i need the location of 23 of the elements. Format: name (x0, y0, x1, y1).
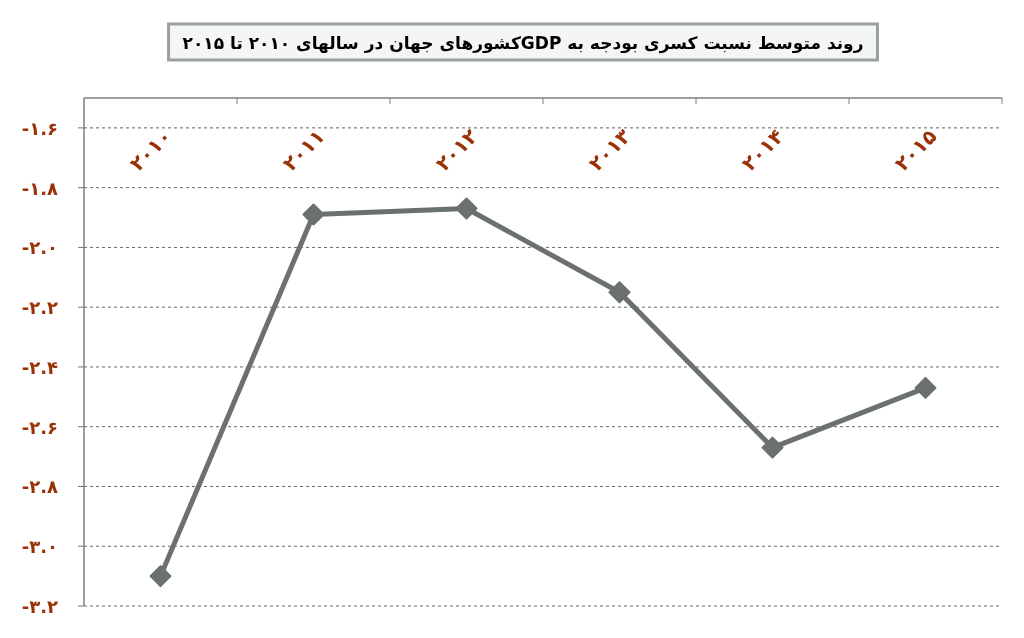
x-tick-label: ۲۰۱۴ (736, 124, 789, 176)
point (455, 197, 478, 220)
x-tick-label: ۲۰۱۲ (430, 124, 483, 176)
x-tick-label: ۲۰۱۰ (124, 124, 177, 176)
x-tick-label: ۲۰۱۱ (277, 124, 330, 176)
y-tick-label: -۲.۲ (21, 297, 59, 319)
title: روند متوسط نسبت کسری بودجه به GDPکشورهای جهان در سالهای ۲۰۱۰ تا ۲۰۱۵ (167, 22, 879, 62)
y-tick-label: -۲.۴ (21, 356, 59, 378)
y-tick-label: -۱.۶ (21, 117, 58, 139)
y-tick-label: -۳.۲ (21, 596, 59, 617)
point (761, 436, 784, 459)
point (608, 281, 631, 304)
point (149, 565, 172, 588)
y-tick-label: -۳.۰ (21, 536, 58, 558)
y-tick-label: -۱.۸ (21, 177, 59, 199)
y-tick-label: -۲.۸ (21, 476, 59, 498)
point (914, 376, 937, 399)
x-tick-label: ۲۰۱۵ (889, 124, 942, 176)
y-tick-label: -۲.۶ (21, 416, 58, 438)
x-tick-label: ۲۰۱۳ (583, 124, 636, 176)
y-tick-label: -۲.۰ (21, 237, 58, 259)
chart-title: روند متوسط نسبت کسری بودجه به GDPکشورهای جهان در سالهای ۲۰۱۰ تا ۲۰۱۵ (182, 33, 864, 54)
point (302, 203, 325, 226)
